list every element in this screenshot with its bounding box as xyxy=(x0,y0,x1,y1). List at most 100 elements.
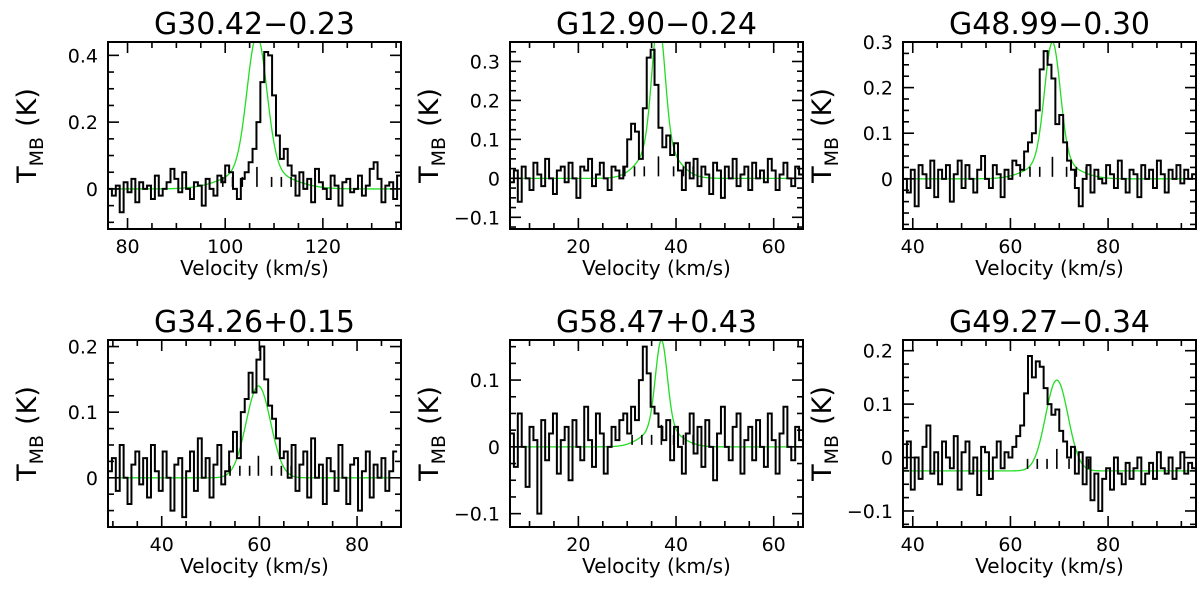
x-axis-label: Velocity (km/s) xyxy=(975,256,1124,280)
y-tick-label: 0.3 xyxy=(470,51,500,73)
y-tick-label: 0 xyxy=(881,448,893,470)
x-tick-label: 40 xyxy=(901,236,925,258)
y-label-unit: (K) xyxy=(414,88,445,127)
x-tick-label: 60 xyxy=(998,236,1022,258)
x-tick-label: 80 xyxy=(345,534,369,556)
x-axis-label: Velocity (km/s) xyxy=(180,554,329,578)
gaussian-fit-line xyxy=(903,41,1196,180)
spectrum-histogram xyxy=(108,345,398,519)
y-label-subscript: MB xyxy=(428,137,450,166)
spectrum-panel: G12.90−0.24 20 40 60 −0.1 0 0.1 0.2 0.3 Velocity … xyxy=(414,7,804,280)
x-axis-label: Velocity (km/s) xyxy=(975,554,1124,578)
y-tick-label: 0.2 xyxy=(863,78,893,100)
x-tick-label: 40 xyxy=(664,534,688,556)
x-tick-label: 120 xyxy=(305,236,341,258)
panel-title: G30.42−0.23 xyxy=(154,7,355,42)
y-tick-label: 0.2 xyxy=(68,112,98,134)
spectrum-histogram xyxy=(510,48,803,203)
spectrum-histogram xyxy=(510,345,803,515)
panel-title: G58.47+0.43 xyxy=(556,305,757,340)
y-tick-label: 0 xyxy=(86,468,98,490)
y-label-subscript: MB xyxy=(26,435,48,464)
x-tick-label: 40 xyxy=(664,236,688,258)
y-label-symbol: T xyxy=(414,166,445,184)
y-tick-label: 0.4 xyxy=(68,45,98,67)
plot-frame xyxy=(107,339,402,528)
x-tick-label: 60 xyxy=(247,534,271,556)
y-axis-label: TMB (K) xyxy=(12,386,48,482)
x-tick-label: 40 xyxy=(150,534,174,556)
y-axis-label: TMB (K) xyxy=(414,88,450,184)
y-label-subscript: MB xyxy=(26,137,48,166)
y-axis-label: TMB (K) xyxy=(807,386,843,482)
panel-title: G49.27−0.34 xyxy=(949,305,1150,340)
plot-frame xyxy=(509,339,804,528)
y-tick-label: 0.1 xyxy=(863,394,893,416)
spectrum-histogram xyxy=(903,355,1196,512)
y-tick-label: −0.1 xyxy=(454,207,500,229)
gaussian-fit-line xyxy=(510,338,803,448)
plot-frame xyxy=(107,41,402,230)
x-tick-label: 80 xyxy=(115,236,139,258)
y-label-unit: (K) xyxy=(12,386,43,425)
y-label-subscript: MB xyxy=(821,435,843,464)
y-tick-label: 0.2 xyxy=(68,337,98,359)
y-tick-label: −0.1 xyxy=(454,504,500,526)
y-tick-label: 0 xyxy=(881,169,893,191)
gaussian-fit-line xyxy=(108,385,401,479)
y-label-symbol: T xyxy=(807,464,838,482)
x-tick-label: 40 xyxy=(901,534,925,556)
x-tick-label: 80 xyxy=(1096,534,1120,556)
y-label-symbol: T xyxy=(807,166,838,184)
y-tick-label: 0.2 xyxy=(863,341,893,363)
spectrum-histogram xyxy=(903,50,1196,208)
y-tick-label: 0 xyxy=(488,168,500,190)
spectrum-panel: G49.27−0.34 40 60 80 −0.1 0 0.1 0.2 Velocity (km… xyxy=(807,305,1197,578)
y-axis-label: TMB (K) xyxy=(414,386,450,482)
y-axis-label: TMB (K) xyxy=(807,88,843,184)
y-label-subscript: MB xyxy=(821,137,843,166)
x-axis-label: Velocity (km/s) xyxy=(582,554,731,578)
panel-title: G12.90−0.24 xyxy=(556,7,757,42)
x-tick-label: 100 xyxy=(207,236,243,258)
x-axis-label: Velocity (km/s) xyxy=(582,256,731,280)
x-tick-label: 60 xyxy=(762,236,786,258)
y-tick-label: 0.1 xyxy=(470,129,500,151)
y-label-symbol: T xyxy=(414,464,445,482)
spectrum-panel: G34.26+0.15 40 60 80 0 0.1 0.2 Velocity (km/s) T… xyxy=(12,305,402,578)
y-tick-label: 0.1 xyxy=(863,123,893,145)
plot-frame xyxy=(902,41,1197,230)
x-tick-label: 60 xyxy=(998,534,1022,556)
plot-frame xyxy=(902,339,1197,528)
plot-frame xyxy=(509,41,804,230)
y-label-unit: (K) xyxy=(12,88,43,127)
y-label-subscript: MB xyxy=(428,435,450,464)
spectrum-panel: G48.99−0.30 40 60 80 0 0.1 0.2 0.3 Velocity (km/… xyxy=(807,7,1197,280)
spectrum-histogram xyxy=(108,51,402,214)
x-tick-label: 20 xyxy=(566,236,590,258)
y-label-unit: (K) xyxy=(414,386,445,425)
y-label-unit: (K) xyxy=(807,88,838,127)
spectrum-panel: G58.47+0.43 20 40 60 −0.1 0 0.1 Velocity (km/s)… xyxy=(414,305,804,578)
y-tick-label: 0 xyxy=(86,179,98,201)
y-label-symbol: T xyxy=(12,166,43,184)
y-label-symbol: T xyxy=(12,464,43,482)
x-tick-label: 60 xyxy=(762,534,786,556)
gaussian-fit-line xyxy=(903,379,1196,472)
gaussian-fit-line xyxy=(510,41,803,179)
x-tick-label: 80 xyxy=(1096,236,1120,258)
x-axis-label: Velocity (km/s) xyxy=(180,256,329,280)
panel-title: G48.99−0.30 xyxy=(949,7,1150,42)
y-tick-label: 0.2 xyxy=(470,90,500,112)
y-label-unit: (K) xyxy=(807,386,838,425)
x-tick-label: 20 xyxy=(566,534,590,556)
spectrum-panel: G30.42−0.23 80 100 120 0 0.2 0.4 Velocity (km/s… xyxy=(12,7,402,280)
y-tick-label: 0 xyxy=(488,437,500,459)
panel-title: G34.26+0.15 xyxy=(154,305,355,340)
y-tick-label: 0.1 xyxy=(470,370,500,392)
y-tick-label: 0.3 xyxy=(863,32,893,54)
y-tick-label: −0.1 xyxy=(847,501,893,523)
gaussian-fit-line xyxy=(108,41,401,190)
y-axis-label: TMB (K) xyxy=(12,88,48,184)
